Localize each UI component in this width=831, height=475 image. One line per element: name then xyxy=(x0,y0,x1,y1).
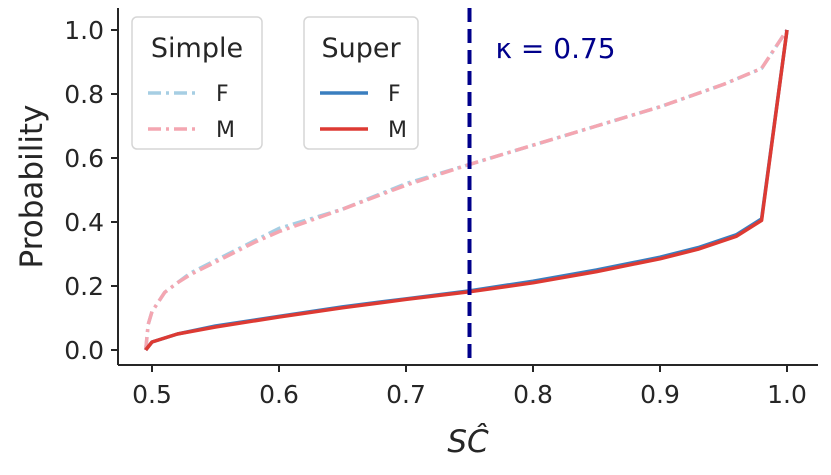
legend-title: Simple xyxy=(151,33,243,64)
x-tick-label: 0.8 xyxy=(513,380,553,409)
x-axis-label: SĈ xyxy=(447,423,489,460)
y-axis-label: Probability xyxy=(14,105,50,269)
legend-simple: Simple FM xyxy=(131,16,263,150)
x-tick-label: 1.0 xyxy=(767,380,807,409)
axes-layer xyxy=(117,8,818,366)
y-tick-label: 0.0 xyxy=(64,336,104,365)
y-ticks: 0.0 0.2 0.4 0.6 0.8 1.0 xyxy=(64,16,118,365)
legend-frame xyxy=(303,16,419,150)
legend-entry-label: M xyxy=(216,118,235,143)
y-tick-label: 0.6 xyxy=(64,144,104,173)
legend-entry-label: F xyxy=(388,82,401,107)
y-tick-label: 0.4 xyxy=(64,208,104,237)
x-tick-label: 0.9 xyxy=(640,380,680,409)
kappa-annotation: κ = 0.75 xyxy=(496,32,616,65)
x-tick-label: 0.5 xyxy=(132,380,172,409)
y-tick-label: 0.8 xyxy=(64,80,104,109)
legend-entry-label: F xyxy=(216,82,229,107)
x-tick-label: 0.7 xyxy=(386,380,426,409)
y-tick-label: 0.2 xyxy=(64,272,104,301)
x-tick-label: 0.6 xyxy=(259,380,299,409)
y-tick-label: 1.0 xyxy=(64,16,104,45)
legend-frame xyxy=(131,16,263,150)
legend-title: Super xyxy=(321,33,401,64)
legend-super: Super FM xyxy=(303,16,419,150)
x-ticks: 0.5 0.6 0.7 0.8 0.9 1.0 xyxy=(132,365,807,409)
series-line-simple-m xyxy=(143,29,789,351)
legend-entry-label: M xyxy=(388,118,407,143)
